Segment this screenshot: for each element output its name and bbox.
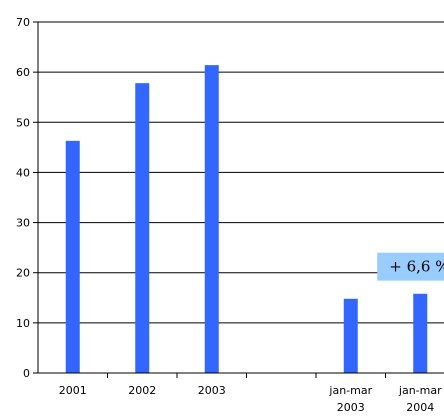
x-tick-label: 2004 bbox=[406, 401, 434, 414]
bar bbox=[343, 298, 358, 373]
y-tick-label: 0 bbox=[23, 367, 30, 380]
y-tick-label: 70 bbox=[16, 16, 30, 29]
x-tick-label: 2001 bbox=[59, 384, 87, 397]
x-tick-label: 2003 bbox=[337, 401, 365, 414]
y-tick-label: 60 bbox=[16, 66, 30, 79]
x-axis-tick-labels: 2001 2002 2003 jan-mar 2003 jan-mar 2004 bbox=[59, 384, 442, 414]
x-tick-label: jan-mar bbox=[328, 384, 372, 397]
annotation-box bbox=[377, 252, 444, 281]
bar bbox=[204, 65, 219, 373]
y-tick-label: 30 bbox=[16, 217, 30, 230]
x-tick-label: 2003 bbox=[198, 384, 226, 397]
bar bbox=[65, 140, 80, 373]
x-tick-label: 2002 bbox=[128, 384, 156, 397]
grid-lines bbox=[33, 21, 444, 374]
y-axis-tick-labels: 0 10 20 30 40 50 60 70 bbox=[16, 16, 30, 380]
bar bbox=[135, 83, 150, 373]
annotation-text: + 6,6 % bbox=[389, 258, 444, 276]
y-tick-label: 20 bbox=[16, 267, 30, 280]
bar bbox=[413, 293, 428, 373]
x-tick-label: jan-mar bbox=[398, 384, 442, 397]
y-tick-label: 10 bbox=[16, 317, 30, 330]
y-tick-label: 50 bbox=[16, 116, 30, 129]
growth-annotation: + 6,6 % bbox=[377, 252, 444, 281]
y-tick-label: 40 bbox=[16, 166, 30, 179]
x-axis-ticks bbox=[107, 373, 386, 378]
bars bbox=[65, 65, 428, 373]
